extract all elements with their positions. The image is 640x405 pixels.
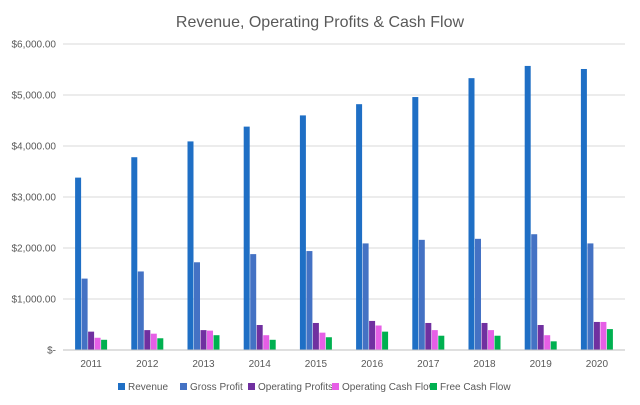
legend-swatch (332, 383, 339, 390)
bar-operating-cash-flow-2018 (488, 330, 494, 350)
legend-label: Free Cash Flow (440, 382, 511, 393)
bar-operating-profits-2018 (481, 322, 488, 350)
bar-operating-profits-2011 (88, 331, 95, 350)
gridlines (63, 43, 625, 300)
legend-item: Operating Profits (248, 382, 333, 393)
legend-label: Operating Cash Flow (342, 382, 437, 393)
bar-gross-profit-2012 (137, 271, 144, 350)
chart-title: Revenue, Operating Profits & Cash Flow (176, 14, 465, 31)
x-tick-label: 2018 (473, 359, 496, 370)
bar-free-cash-flow-2018 (494, 335, 501, 350)
y-tick-label: $5,000.00 (12, 91, 57, 102)
legend-label: Operating Profits (258, 382, 333, 393)
bar-revenue-2014 (243, 126, 250, 351)
bar-revenue-2018 (468, 78, 475, 351)
y-axis-ticks: $- $1,000.00 $2,000.00 $3,000.00 $4,000.00 $5… (12, 40, 57, 357)
bar-operating-cash-flow-2014 (263, 335, 270, 350)
bar-free-cash-flow-2015 (325, 337, 332, 350)
bar-gross-profit-2015 (306, 251, 313, 350)
bar-gross-profit-2013 (194, 262, 200, 350)
bar-operating-profits-2016 (369, 320, 376, 350)
bar-revenue-2019 (524, 65, 531, 351)
bar-operating-profits-2015 (312, 322, 319, 350)
bar-free-cash-flow-2011 (101, 339, 108, 350)
bar-operating-profits-2013 (200, 330, 207, 350)
bar-operating-cash-flow-2019 (544, 335, 551, 350)
bar-operating-cash-flow-2016 (375, 325, 382, 350)
legend-label: Revenue (128, 382, 168, 393)
legend-swatch (248, 383, 255, 390)
bars (75, 65, 613, 351)
legend-label: Gross Profit (190, 382, 243, 393)
bar-operating-profits-2017 (425, 322, 432, 350)
bar-operating-profits-2020 (593, 321, 600, 350)
legend: Revenue Gross Profit Operating Profits Oper… (118, 382, 511, 393)
bar-free-cash-flow-2013 (213, 335, 220, 350)
bar-gross-profit-2016 (362, 243, 369, 350)
bar-free-cash-flow-2020 (606, 329, 613, 350)
bar-operating-profits-2019 (537, 325, 544, 350)
x-tick-label: 2015 (305, 359, 328, 370)
bar-revenue-2015 (299, 115, 306, 351)
legend-swatch (118, 383, 125, 390)
bar-free-cash-flow-2017 (438, 335, 445, 350)
bar-gross-profit-2017 (418, 239, 425, 350)
bar-operating-cash-flow-2012 (150, 333, 157, 350)
y-tick-label: $1,000.00 (12, 295, 57, 306)
bar-gross-profit-2011 (81, 278, 88, 350)
x-tick-label: 2011 (80, 359, 102, 370)
legend-item: Revenue (118, 382, 168, 393)
bar-gross-profit-2018 (475, 238, 481, 350)
bar-operating-cash-flow-2015 (319, 332, 326, 350)
bar-operating-cash-flow-2013 (207, 330, 213, 350)
y-tick-label: $- (47, 346, 56, 357)
x-tick-label: 2017 (417, 359, 440, 370)
bar-revenue-2013 (187, 141, 194, 350)
bar-free-cash-flow-2012 (157, 338, 164, 350)
bar-free-cash-flow-2019 (550, 341, 557, 350)
bar-revenue-2016 (356, 104, 363, 351)
legend-item: Free Cash Flow (430, 382, 511, 393)
bar-operating-cash-flow-2011 (94, 337, 101, 350)
x-tick-label: 2019 (530, 359, 553, 370)
x-axis-ticks: 2011 2012 2013 2014 2015 2016 2017 2018 2019 2020 (80, 359, 608, 370)
x-tick-label: 2012 (136, 359, 159, 370)
legend-swatch (180, 383, 187, 390)
bar-free-cash-flow-2014 (269, 339, 276, 350)
bar-revenue-2011 (75, 177, 82, 350)
x-tick-label: 2013 (192, 359, 215, 370)
bar-gross-profit-2014 (250, 254, 257, 350)
x-tick-label: 2020 (586, 359, 609, 370)
y-tick-label: $6,000.00 (12, 40, 57, 51)
bar-revenue-2020 (580, 68, 587, 351)
x-tick-label: 2014 (249, 359, 272, 370)
legend-item: Gross Profit (180, 382, 243, 393)
y-tick-label: $2,000.00 (12, 244, 57, 255)
bar-revenue-2017 (412, 97, 419, 350)
y-tick-label: $3,000.00 (12, 193, 57, 204)
bar-operating-cash-flow-2017 (431, 330, 438, 350)
bar-gross-profit-2019 (531, 234, 538, 350)
legend-item: Operating Cash Flow (332, 382, 437, 393)
bar-gross-profit-2020 (587, 243, 594, 350)
bar-free-cash-flow-2016 (382, 331, 389, 350)
bar-operating-profits-2012 (144, 330, 151, 350)
bar-operating-cash-flow-2020 (600, 321, 607, 350)
bar-operating-profits-2014 (256, 325, 263, 350)
bar-revenue-2012 (131, 157, 138, 350)
x-tick-label: 2016 (361, 359, 384, 370)
y-tick-label: $4,000.00 (12, 142, 57, 153)
legend-swatch (430, 383, 437, 390)
